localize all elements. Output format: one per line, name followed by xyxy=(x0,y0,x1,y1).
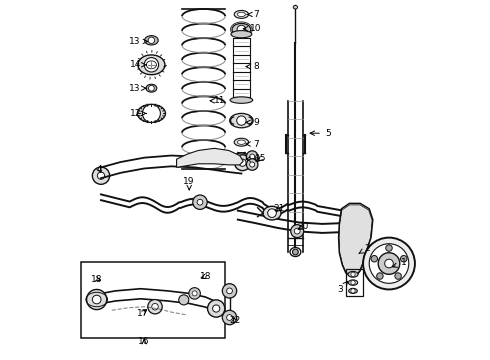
Ellipse shape xyxy=(348,280,358,285)
Circle shape xyxy=(377,273,383,279)
Circle shape xyxy=(179,295,189,305)
Text: 14: 14 xyxy=(129,60,147,69)
Circle shape xyxy=(293,249,298,255)
Text: 4: 4 xyxy=(97,165,102,174)
Circle shape xyxy=(227,315,232,320)
Circle shape xyxy=(351,289,355,293)
Circle shape xyxy=(98,172,104,179)
Text: 9: 9 xyxy=(246,118,259,127)
Circle shape xyxy=(213,305,220,312)
Circle shape xyxy=(152,303,158,310)
Text: 8: 8 xyxy=(246,62,259,71)
Circle shape xyxy=(239,156,245,161)
Text: 3: 3 xyxy=(338,281,348,294)
Text: 7: 7 xyxy=(247,10,259,19)
Polygon shape xyxy=(176,148,243,167)
Circle shape xyxy=(144,58,159,72)
Text: 18: 18 xyxy=(91,275,102,284)
Ellipse shape xyxy=(146,84,157,92)
Circle shape xyxy=(197,199,203,205)
Circle shape xyxy=(291,225,304,238)
Text: 13: 13 xyxy=(129,84,147,93)
Text: 1: 1 xyxy=(392,258,406,267)
Text: 6: 6 xyxy=(246,155,259,163)
Circle shape xyxy=(386,245,392,251)
Text: 7: 7 xyxy=(246,140,259,149)
Ellipse shape xyxy=(231,31,252,38)
Circle shape xyxy=(237,116,246,125)
Circle shape xyxy=(369,244,409,283)
Ellipse shape xyxy=(234,10,248,18)
Circle shape xyxy=(268,209,276,217)
Ellipse shape xyxy=(233,153,249,164)
Circle shape xyxy=(143,104,160,122)
Circle shape xyxy=(351,280,355,285)
Text: 18: 18 xyxy=(199,272,211,281)
Text: 10: 10 xyxy=(243,24,262,33)
Ellipse shape xyxy=(234,138,248,146)
Ellipse shape xyxy=(263,206,281,220)
Ellipse shape xyxy=(238,12,245,17)
Circle shape xyxy=(192,291,197,296)
Polygon shape xyxy=(339,203,373,276)
Ellipse shape xyxy=(232,23,251,36)
Bar xyxy=(346,269,363,296)
Circle shape xyxy=(189,288,200,299)
Ellipse shape xyxy=(230,113,253,128)
Ellipse shape xyxy=(290,248,301,256)
Text: 19: 19 xyxy=(183,177,195,190)
Circle shape xyxy=(237,25,245,34)
Circle shape xyxy=(148,300,162,314)
Circle shape xyxy=(222,310,237,325)
Text: 17: 17 xyxy=(137,309,148,318)
Circle shape xyxy=(250,162,255,167)
Ellipse shape xyxy=(145,36,158,45)
Ellipse shape xyxy=(349,288,357,293)
Text: 22: 22 xyxy=(229,316,241,325)
Text: 15: 15 xyxy=(255,154,267,163)
Bar xyxy=(81,262,225,338)
Text: 20: 20 xyxy=(297,222,308,231)
Circle shape xyxy=(222,284,237,298)
Text: 13: 13 xyxy=(129,37,147,46)
Circle shape xyxy=(371,256,377,262)
Ellipse shape xyxy=(293,5,297,9)
Ellipse shape xyxy=(138,55,165,75)
Circle shape xyxy=(92,167,110,184)
Circle shape xyxy=(400,256,407,262)
Circle shape xyxy=(208,300,225,317)
Ellipse shape xyxy=(238,140,245,144)
Circle shape xyxy=(148,37,155,44)
Ellipse shape xyxy=(230,97,253,103)
Circle shape xyxy=(148,85,154,91)
Circle shape xyxy=(385,259,393,268)
Circle shape xyxy=(378,253,400,274)
Circle shape xyxy=(239,159,246,166)
Circle shape xyxy=(246,151,258,162)
Text: 16: 16 xyxy=(139,338,150,346)
Text: 21: 21 xyxy=(273,204,285,213)
Circle shape xyxy=(193,195,207,210)
Ellipse shape xyxy=(137,104,166,122)
Text: 11: 11 xyxy=(210,96,225,105)
Circle shape xyxy=(227,288,232,294)
Circle shape xyxy=(363,238,415,289)
Circle shape xyxy=(87,289,107,310)
Circle shape xyxy=(246,159,258,170)
Text: 2: 2 xyxy=(359,244,370,253)
Circle shape xyxy=(250,154,255,159)
Text: 12: 12 xyxy=(129,109,147,118)
Text: 5: 5 xyxy=(310,129,331,138)
Circle shape xyxy=(92,295,101,304)
Ellipse shape xyxy=(348,271,358,277)
Circle shape xyxy=(395,273,401,279)
Circle shape xyxy=(235,155,250,171)
Circle shape xyxy=(294,228,300,234)
Circle shape xyxy=(351,272,355,276)
